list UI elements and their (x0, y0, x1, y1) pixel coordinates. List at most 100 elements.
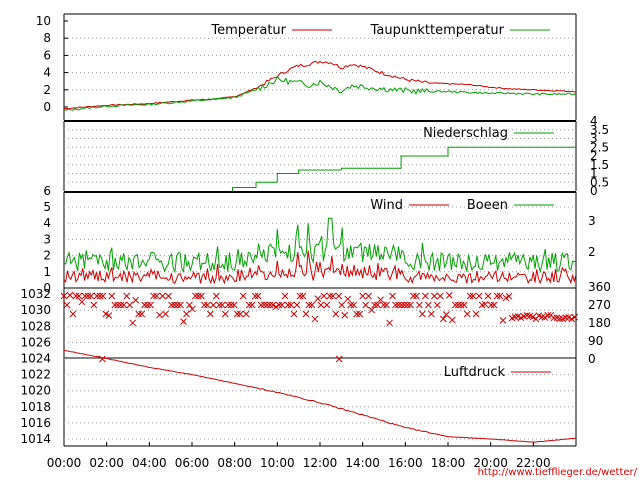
scatter-mark (335, 355, 343, 363)
scatter-mark (422, 292, 429, 300)
legend-label-wind: Wind (370, 198, 403, 213)
scatter-mark (433, 301, 441, 309)
y-tick-label: 2 (43, 249, 51, 263)
y-tick-label-right: 3 (588, 214, 596, 228)
y-tick-label: 1022 (20, 368, 51, 382)
y-tick-label-right: 4 (590, 114, 598, 128)
scatter-mark (90, 301, 98, 309)
scatter-mark (326, 292, 334, 300)
scatter-mark (362, 301, 370, 309)
y-tick-label: 1028 (20, 319, 51, 333)
y-tick-label-right: 1 (590, 167, 598, 181)
x-tick-label: 10:00 (260, 456, 295, 470)
scatter-mark (335, 292, 343, 300)
scatter-mark (356, 310, 364, 318)
scatter-mark (233, 310, 241, 318)
scatter-mark (341, 311, 349, 319)
scatter-mark (266, 301, 274, 309)
scatter-mark (195, 292, 202, 300)
y-tick-label: 1020 (20, 384, 51, 398)
scatter-mark (227, 301, 235, 309)
y-tick-label-right: 270 (588, 298, 611, 312)
scatter-mark (281, 292, 289, 300)
scatter-mark (129, 319, 137, 327)
scatter-mark (457, 301, 465, 309)
scatter-mark (75, 292, 83, 300)
x-tick-label: 12:00 (303, 456, 338, 470)
series-line-boeen (63, 217, 577, 274)
y-tick-label: 1026 (20, 335, 51, 349)
scatter-mark (275, 301, 283, 309)
scatter-mark (344, 295, 352, 303)
scatter-mark (201, 301, 208, 309)
scatter-mark (236, 310, 244, 318)
scatter-mark (186, 301, 193, 309)
scatter-mark (215, 301, 223, 309)
scatter-mark (189, 305, 196, 313)
scatter-mark (383, 301, 390, 309)
y-tick-label: 1024 (20, 352, 51, 366)
pressure-panel: 1032 1030 1028 1026 1024 1022 1020 1018 1016 1014… (20, 287, 577, 447)
wind-panel: 6 5 4 3 2 1 0 3 2 Wind Boeen (43, 184, 595, 295)
scatter-mark (254, 292, 262, 300)
scatter-mark (401, 301, 408, 309)
scatter-mark (272, 303, 280, 311)
scatter-mark (445, 291, 453, 299)
scatter-mark (407, 301, 414, 309)
y-tick-label: 8 (43, 31, 51, 45)
y-tick-label-right: 2.5 (590, 140, 609, 154)
scatter-mark (204, 301, 211, 309)
scatter-mark (299, 292, 307, 300)
scatter-mark (132, 296, 140, 304)
scatter-mark (323, 301, 331, 309)
scatter-mark (329, 292, 337, 300)
scatter-mark (239, 292, 247, 300)
y-tick-label: 1016 (20, 416, 51, 430)
scatter-mark (404, 301, 411, 309)
scatter-mark (87, 292, 95, 300)
scatter-mark (63, 301, 71, 309)
scatter-mark (78, 298, 86, 306)
y-tick-label-right: 90 (588, 334, 603, 348)
y-tick-label-right: 0 (590, 184, 598, 198)
scatter-mark (287, 301, 295, 309)
y-tick-label: 1032 (20, 287, 51, 301)
scatter-mark (395, 301, 402, 309)
scatter-mark (490, 301, 498, 309)
wind-direction-panel: 360 270 180 90 0 (60, 280, 611, 366)
scatter-mark (368, 306, 375, 314)
scatter-mark (180, 318, 187, 325)
y-tick-label-right: 360 (588, 280, 611, 294)
scatter-mark (305, 301, 313, 309)
scatter-mark (562, 314, 570, 321)
y-tick-label: 4 (43, 216, 51, 230)
scatter-mark (290, 310, 298, 318)
y-tick-label: 0 (43, 281, 51, 295)
scatter-mark (198, 292, 205, 300)
scatter-mark (263, 301, 271, 309)
x-tick-label: 00:00 (47, 456, 82, 470)
scatter-mark (218, 301, 226, 309)
y-tick-label-right: 2 (590, 149, 598, 163)
scatter-mark (314, 295, 322, 302)
scatter-mark (430, 292, 438, 300)
scatter-mark (105, 312, 113, 319)
scatter-mark (114, 301, 122, 309)
scatter-mark (135, 310, 143, 318)
scatter-mark (317, 301, 325, 309)
x-tick-label: 16:00 (388, 456, 423, 470)
y-tick-label-right: 180 (588, 316, 611, 330)
x-tick-label: 06:00 (175, 456, 210, 470)
scatter-mark (365, 292, 372, 300)
scatter-mark (183, 310, 190, 318)
x-tick-label: 18:00 (431, 456, 466, 470)
scatter-mark (389, 292, 396, 300)
scatter-mark (150, 292, 157, 300)
series-line-niederschlag (232, 146, 576, 191)
precipitation-panel: 43.532.521.510.50 Niederschlag (63, 114, 609, 198)
scatter-mark (505, 292, 513, 300)
scatter-mark (353, 310, 361, 318)
scatter-mark (111, 301, 119, 309)
scatter-mark (374, 301, 381, 309)
